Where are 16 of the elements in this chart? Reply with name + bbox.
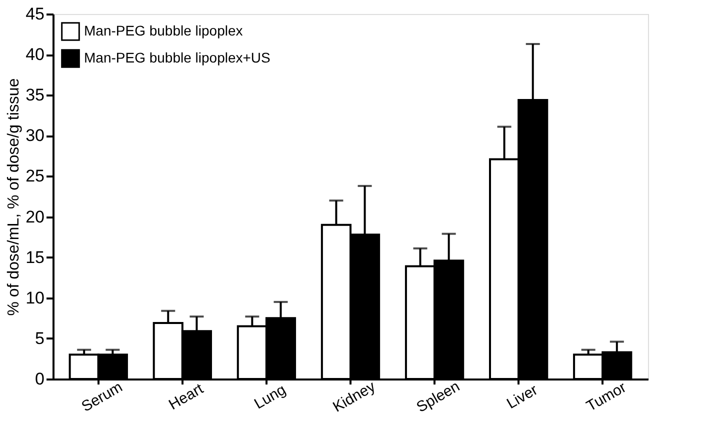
y-tick-label: 45 xyxy=(26,4,44,24)
x-tick-label: Heart xyxy=(166,380,208,414)
y-tick-label: 25 xyxy=(26,166,44,186)
y-tick-label: 30 xyxy=(26,126,44,146)
y-tick-label: 0 xyxy=(35,370,44,388)
x-tick-label: Lung xyxy=(252,381,289,413)
y-tick-label: 35 xyxy=(26,86,44,105)
legend-label: Man-PEG bubble lipoplex+US xyxy=(84,50,270,66)
y-tick-label: 10 xyxy=(26,288,44,308)
y-axis-title: % of dose/mL, % of dose/g tissue xyxy=(6,78,23,316)
y-tick-label: 15 xyxy=(26,248,44,267)
y-tick-label: 40 xyxy=(26,45,44,64)
x-tick-label: Liver xyxy=(504,382,541,412)
y-tick-label: 20 xyxy=(26,207,44,226)
y-tick-label: 5 xyxy=(35,328,44,348)
legend-label: Man-PEG bubble lipoplex xyxy=(84,22,243,38)
